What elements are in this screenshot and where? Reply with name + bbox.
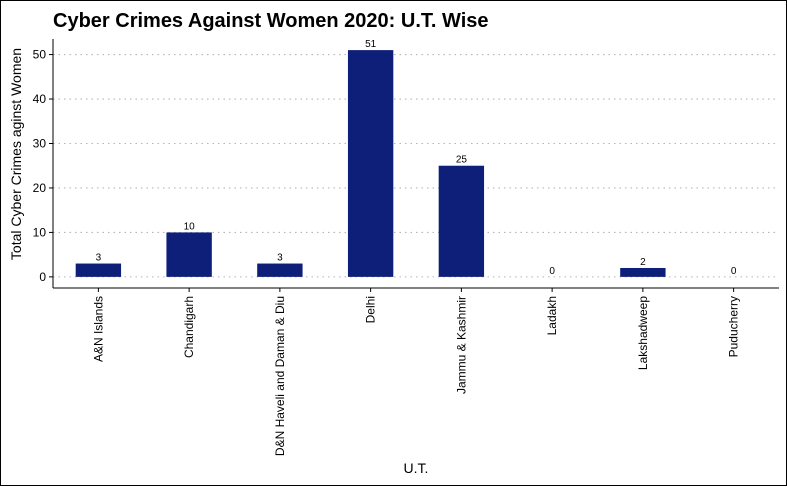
gridlines — [53, 54, 779, 278]
bars — [75, 50, 666, 277]
x-tick-label: Ladakh — [545, 296, 559, 335]
bar — [347, 50, 394, 277]
x-tick-label: Lakshadweep — [636, 296, 650, 370]
bar — [75, 263, 122, 277]
y-tick-label: 50 — [33, 48, 47, 62]
y-tick-label: 10 — [33, 225, 47, 239]
data-label: 0 — [549, 266, 555, 277]
x-axis-ticks: A&N Islands Chandigarh D&N Haveli and Dama… — [91, 288, 741, 456]
data-labels: 3 10 3 51 25 0 2 0 — [96, 39, 737, 277]
y-axis-title: Total Cyber Crimes aginst Women — [8, 48, 24, 260]
data-label: 10 — [184, 221, 196, 232]
y-tick-label: 0 — [39, 270, 46, 284]
x-tick-label: A&N Islands — [91, 296, 105, 362]
data-label: 2 — [640, 257, 646, 268]
bar — [620, 267, 666, 277]
y-axis-ticks: 0 10 20 30 40 50 — [33, 48, 53, 284]
data-label: 3 — [277, 253, 283, 264]
y-tick-label: 20 — [33, 181, 47, 195]
data-label: 3 — [96, 253, 102, 264]
data-label: 0 — [731, 266, 737, 277]
y-tick-label: 40 — [33, 92, 47, 106]
x-tick-label: Chandigarh — [182, 296, 196, 358]
data-label: 25 — [456, 155, 468, 166]
bar — [438, 165, 485, 277]
x-tick-label: Puducherry — [727, 296, 741, 357]
x-tick-label: D&N Haveli and Daman & Diu — [273, 296, 287, 456]
chart-title: Cyber Crimes Against Women 2020: U.T. Wi… — [53, 10, 489, 32]
bar — [166, 232, 212, 277]
data-label: 51 — [365, 39, 377, 50]
y-tick-label: 30 — [33, 136, 47, 150]
bar — [257, 263, 303, 277]
x-axis-title: U.T. — [404, 460, 429, 476]
x-tick-label: Jammu & Kashmir — [454, 296, 468, 394]
x-tick-label: Delhi — [364, 296, 378, 323]
